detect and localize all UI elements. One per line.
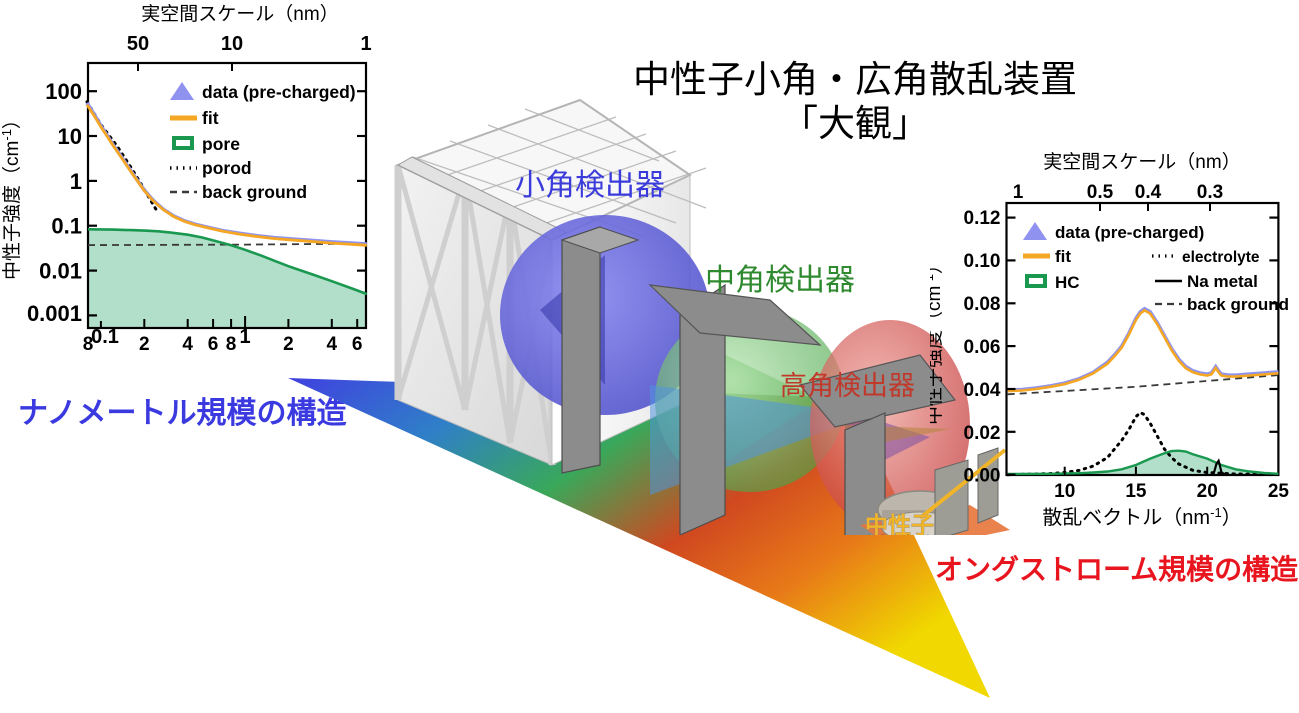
svg-text:0.08: 0.08: [964, 294, 1001, 315]
svg-text:4: 4: [182, 334, 193, 350]
svg-text:fit: fit: [1055, 247, 1071, 266]
svg-text:1: 1: [240, 326, 251, 348]
svg-text:小角検出器: 小角検出器: [515, 169, 665, 202]
svg-text:0.1: 0.1: [51, 214, 82, 239]
svg-text:20: 20: [1197, 481, 1218, 502]
svg-text:back ground: back ground: [1187, 295, 1289, 314]
svg-text:実空間スケール（nm）: 実空間スケール（nm）: [141, 3, 338, 25]
svg-text:高角検出器: 高角検出器: [780, 371, 915, 401]
svg-text:0.4: 0.4: [1135, 182, 1162, 203]
svg-text:空間スケール: 空間スケール: [738, 638, 899, 710]
svg-text:中性子強度（cm-1）: 中性子強度（cm-1）: [0, 110, 23, 280]
svg-text:data (pre-charged): data (pre-charged): [202, 82, 356, 102]
svg-text:0.5: 0.5: [1087, 182, 1114, 203]
svg-text:10: 10: [1054, 481, 1075, 502]
svg-text:散乱ベクトル（nm-1）: 散乱ベクトル（nm-1）: [1042, 505, 1241, 530]
svg-text:0.01: 0.01: [39, 259, 82, 284]
svg-text:10: 10: [58, 124, 82, 149]
svg-text:100: 100: [45, 79, 82, 104]
svg-text:0.06: 0.06: [964, 337, 1001, 358]
svg-text:実空間スケール（nm）: 実空間スケール（nm）: [1043, 151, 1240, 173]
svg-text:0.001: 0.001: [27, 301, 82, 326]
svg-text:electrolyte: electrolyte: [1182, 249, 1260, 266]
svg-text:back ground: back ground: [202, 182, 307, 202]
svg-text:data (pre-charged): data (pre-charged): [1055, 223, 1204, 242]
svg-text:6: 6: [208, 334, 219, 350]
svg-text:2: 2: [283, 334, 294, 350]
svg-text:4: 4: [327, 334, 338, 350]
svg-text:Na metal: Na metal: [1187, 272, 1258, 291]
svg-text:0.3: 0.3: [1197, 182, 1223, 203]
svg-text:pore: pore: [202, 134, 240, 154]
svg-text:1 nm: 1 nm: [592, 548, 650, 602]
svg-text:中角検出器: 中角検出器: [705, 264, 855, 297]
svg-text:中性子: 中性子: [865, 512, 934, 535]
svg-text:25: 25: [1268, 481, 1290, 502]
svg-text:1: 1: [360, 33, 371, 55]
svg-text:porod: porod: [202, 158, 252, 178]
svg-text:0.00: 0.00: [964, 466, 1001, 487]
svg-text:2: 2: [139, 334, 150, 350]
svg-text:0.02: 0.02: [964, 423, 1001, 444]
svg-text:中性子強度（cm-1）: 中性子強度（cm-1）: [930, 255, 945, 425]
svg-text:15: 15: [1125, 481, 1147, 502]
svg-text:0.12: 0.12: [964, 208, 1001, 229]
svg-text:1: 1: [1013, 182, 1024, 203]
svg-text:0.10: 0.10: [964, 251, 1001, 272]
svg-text:8: 8: [226, 334, 237, 350]
svg-text:HC: HC: [1055, 273, 1080, 292]
svg-text:50: 50: [127, 33, 149, 55]
svg-text:1: 1: [70, 169, 82, 194]
svg-text:10: 10: [221, 33, 243, 55]
svg-text:0.04: 0.04: [964, 380, 1001, 401]
svg-text:0.1: 0.1: [91, 326, 119, 348]
svg-text:fit: fit: [202, 108, 219, 128]
